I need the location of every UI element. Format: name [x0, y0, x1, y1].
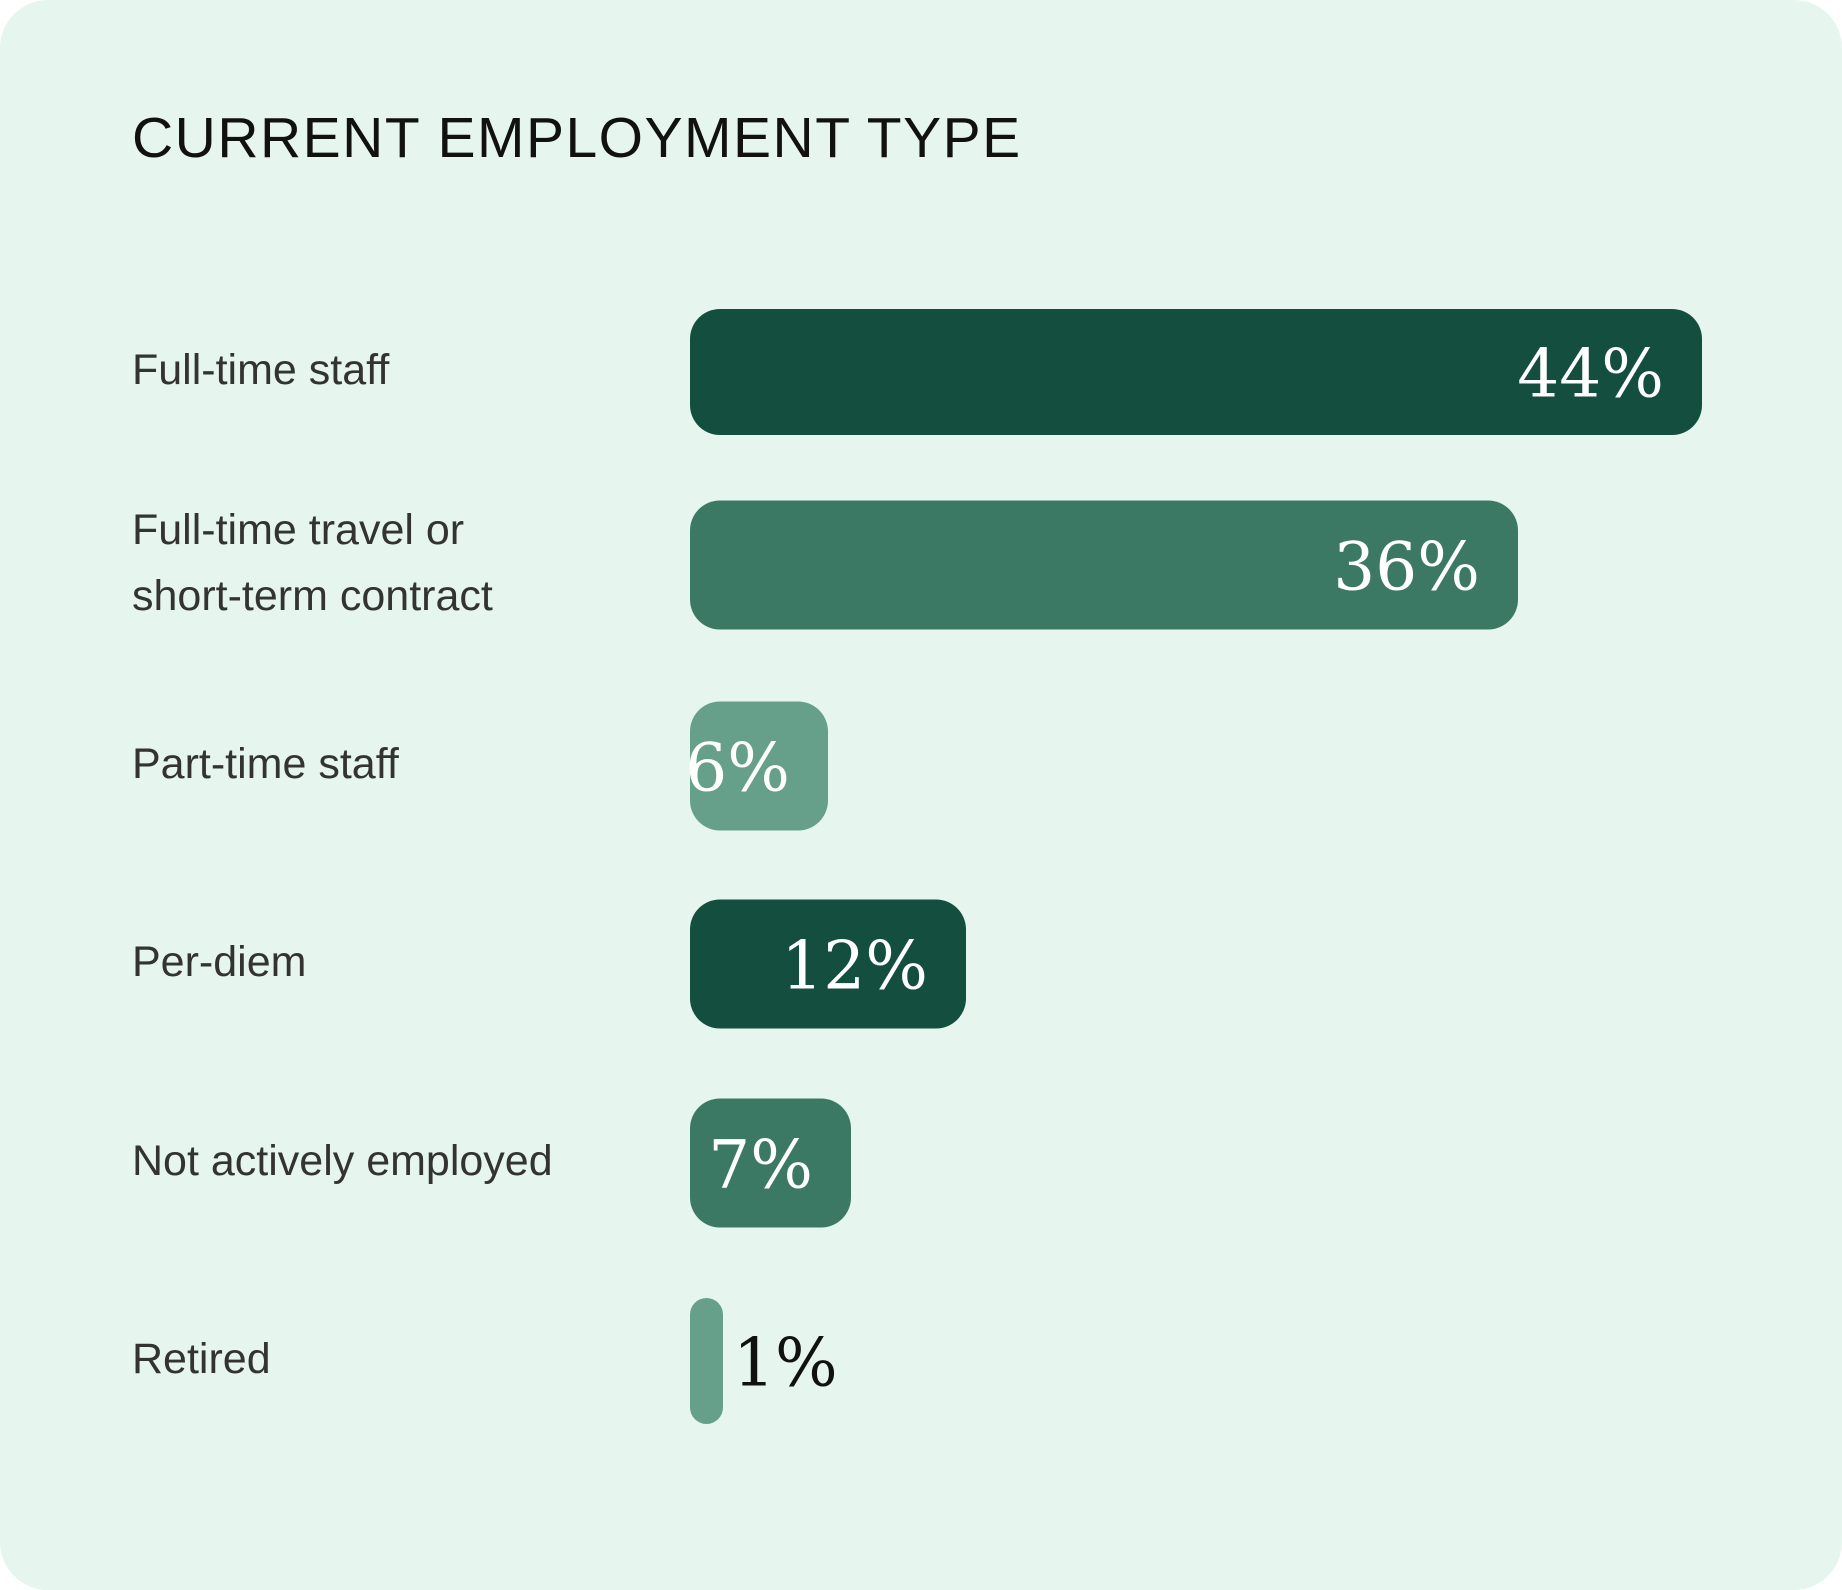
category-label: Retired [132, 1335, 271, 1383]
bar [690, 500, 1518, 630]
bar-value-label: 1% [733, 1325, 838, 1402]
category-label-line: Full-time travel or [132, 506, 464, 554]
chart-title: CURRENT EMPLOYMENT TYPE [132, 106, 1022, 170]
bar-group: 6% Part-time staff [132, 701, 828, 831]
bar-value-label: 7% [708, 1127, 813, 1204]
bar-value-label: 12% [781, 928, 928, 1005]
bar-group: 44% Full-time staff [132, 309, 1702, 435]
bar-group: 36% Full-time travel or short-term contrac… [132, 500, 1518, 630]
bar-value-label: 36% [1333, 529, 1480, 606]
category-label-line: Not actively employed [132, 1137, 553, 1185]
bar-group: 1% Retired [132, 1298, 838, 1424]
bar-group: 7% Not actively employed [132, 1098, 851, 1228]
category-label-line: Part-time staff [132, 740, 400, 788]
bar [690, 701, 828, 831]
category-label: Part-time staff [132, 740, 400, 788]
bar [690, 899, 966, 1029]
category-label: Per-diem [132, 938, 306, 986]
category-label-line: Retired [132, 1335, 271, 1383]
category-label-line: Full-time staff [132, 346, 390, 394]
bar [690, 1298, 723, 1424]
category-label: Not actively employed [132, 1137, 553, 1185]
category-label-line: Per-diem [132, 938, 306, 986]
bar-value-label: 6% [685, 730, 790, 807]
category-label-line: short-term contract [132, 572, 493, 620]
category-label: Full-time travel or short-term contract [132, 506, 493, 620]
bar-group: 12% Per-diem [132, 899, 966, 1029]
bar [690, 309, 1702, 435]
bar [690, 1098, 851, 1228]
category-label: Full-time staff [132, 346, 390, 394]
bar-value-label: 44% [1517, 336, 1664, 413]
